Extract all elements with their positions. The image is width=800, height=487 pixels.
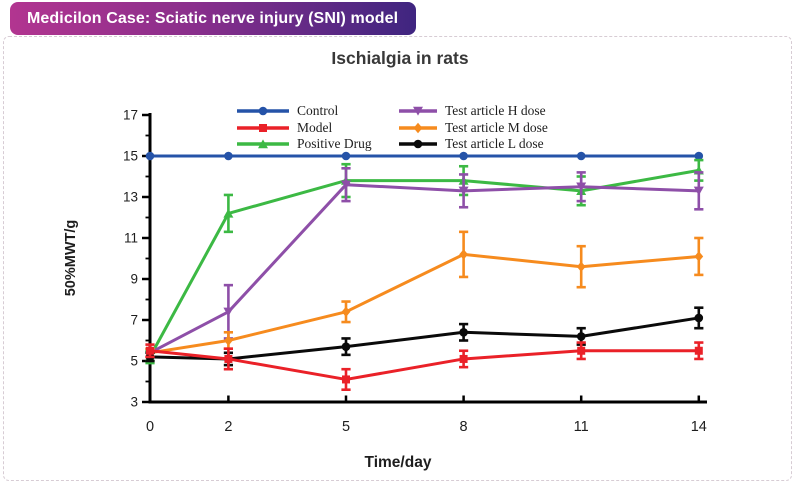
x-tick-label: 0: [146, 419, 154, 435]
legend-key-triangle-up-icon: [237, 139, 289, 149]
data-point-marker: [576, 261, 586, 272]
series-model: [145, 341, 704, 392]
x-tick-label: 14: [691, 419, 707, 435]
legend-item-test-article-l-dose: Test article L dose: [398, 136, 544, 152]
data-point-marker: [223, 208, 234, 218]
legend-marker: [258, 106, 268, 116]
series-control: [145, 151, 704, 161]
legend-marker: [259, 123, 267, 132]
legend-marker: [413, 106, 423, 116]
y-tick-label: 15: [123, 149, 138, 164]
data-point-marker: [458, 186, 469, 196]
data-point-marker: [576, 332, 586, 341]
data-point-marker: [342, 375, 350, 384]
data-point-marker: [459, 249, 468, 260]
y-tick-label: 17: [123, 108, 138, 123]
y-tick-label: 3: [130, 395, 138, 410]
x-axis-label: Time/day: [365, 454, 432, 471]
data-point-marker: [576, 151, 586, 161]
data-point-marker: [693, 186, 704, 196]
data-point-marker: [694, 346, 703, 355]
y-tick-label: 11: [124, 231, 138, 246]
data-point-marker: [341, 151, 351, 161]
legend-marker: [413, 122, 423, 133]
data-point-marker: [145, 151, 155, 161]
data-point-marker: [577, 346, 586, 355]
series-line: [149, 183, 699, 355]
data-point-marker: [224, 151, 233, 161]
legend-label: Positive Drug: [297, 136, 372, 151]
legend-item-test-article-h-dose: Test article H dose: [398, 103, 546, 119]
legend-key-circle-icon: [237, 106, 289, 116]
data-point-marker: [341, 180, 351, 190]
data-point-marker: [576, 182, 587, 192]
legend-label: Control: [297, 103, 339, 118]
legend-label: Test article M dose: [445, 119, 548, 135]
data-point-marker: [459, 151, 468, 161]
legend-label: Test article L dose: [445, 136, 544, 151]
chart-title: Ischialgia in rats: [331, 48, 469, 68]
data-point-marker: [341, 342, 351, 351]
x-tick-label: 5: [342, 419, 350, 435]
data-point-marker: [146, 346, 154, 355]
x-tick-label: 8: [460, 419, 468, 435]
data-point-marker: [694, 313, 704, 323]
data-point-marker: [341, 306, 351, 317]
legend-marker: [258, 139, 268, 149]
legend-key-circle-icon: [399, 139, 437, 149]
legend-key-triangle-down-icon: [399, 106, 437, 116]
y-tick-label: 7: [130, 313, 138, 328]
case-title-text: Medicilon Case: Sciatic nerve injury (SN…: [27, 10, 399, 27]
legend-key-diamond-icon: [399, 122, 437, 133]
data-point-marker: [224, 335, 233, 346]
y-tick-label: 9: [130, 272, 138, 287]
legend-label: Test article H dose: [445, 103, 546, 118]
case-title-badge: Medicilon Case: Sciatic nerve injury (SN…: [10, 2, 416, 35]
data-point-marker: [224, 354, 233, 363]
y-tick-label: 5: [130, 354, 138, 369]
data-point-marker: [694, 151, 704, 161]
legend-item-control: Control: [236, 103, 338, 119]
x-tick-label: 2: [224, 419, 232, 435]
legend-item-test-article-m-dose: Test article M dose: [398, 120, 548, 136]
data-point-marker: [694, 251, 704, 262]
legend-key-square-icon: [237, 123, 289, 132]
legend-item-model: Model: [236, 120, 332, 136]
series-line: [149, 252, 699, 355]
data-point-marker: [459, 328, 468, 337]
series-line: [149, 349, 699, 381]
x-tick-label: 11: [574, 419, 589, 435]
data-point-marker: [223, 307, 234, 317]
legend-label: Model: [297, 119, 333, 135]
y-axis-label: 50%MWT/g: [63, 220, 79, 297]
y-tick-label: 13: [123, 190, 138, 205]
data-point-marker: [459, 354, 468, 363]
legend-item-positive-drug: Positive Drug: [236, 136, 372, 152]
legend-marker: [413, 139, 423, 149]
